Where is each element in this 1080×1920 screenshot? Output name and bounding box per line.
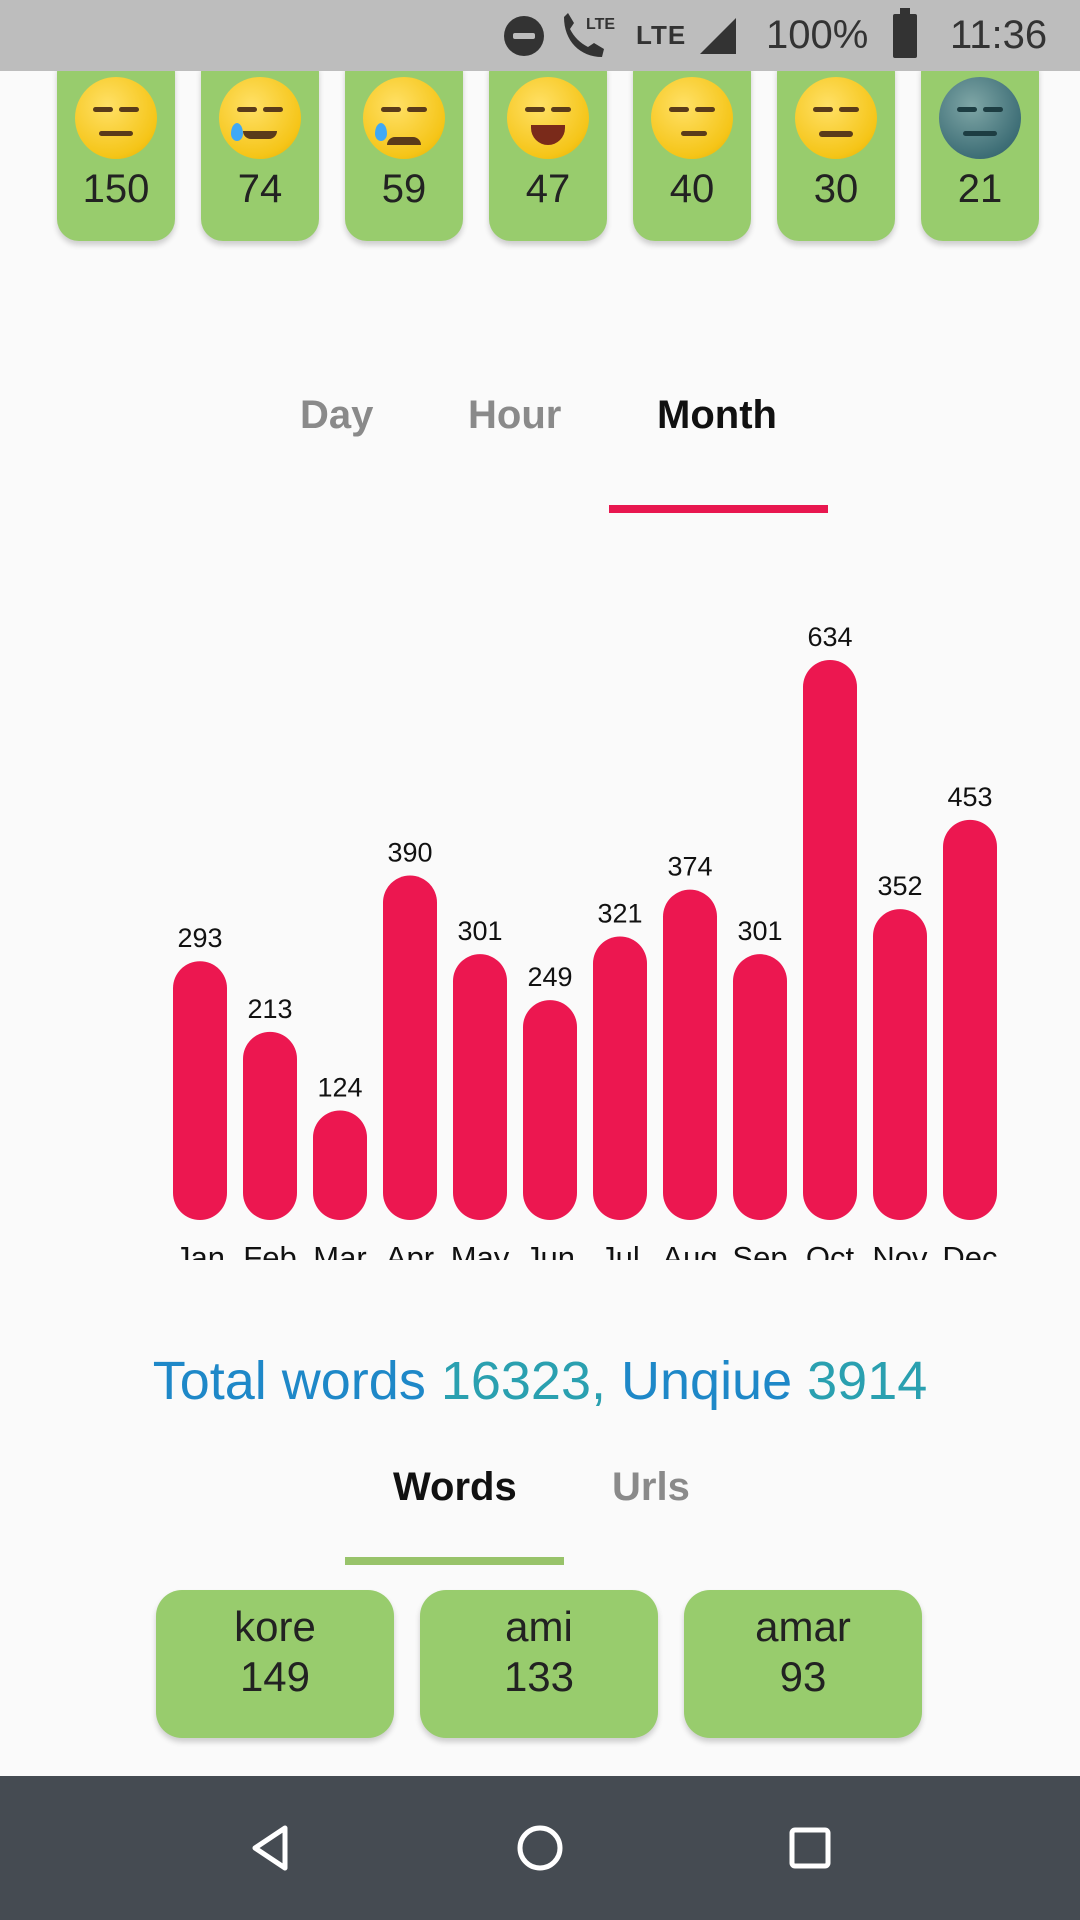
crying-face-icon [363,77,445,159]
tab-hour[interactable]: Hour [468,393,562,437]
bar-may [453,954,507,1220]
expressionless-face-icon [75,77,157,159]
word-count: 133 [503,1653,575,1700]
bar-mar [313,1110,367,1220]
emoji-count: 59 [381,167,427,211]
bar-value-label: 213 [247,994,292,1024]
status-bar: LTE LTE 100% 11:36 [0,0,1080,71]
tab-indicator [609,505,828,513]
x-tick-label: Jun [525,1240,575,1260]
do-not-disturb-icon [504,0,546,71]
x-tick-label: Sep [732,1240,787,1260]
bar-jul [593,936,647,1220]
x-tick-label: Mar [313,1240,366,1260]
bar-dec [943,819,997,1220]
x-tick-label: Nov [872,1240,928,1260]
emoji-card[interactable]: 150 [57,71,175,241]
bar-aug [663,889,717,1220]
bar-value-label: 124 [317,1072,362,1102]
word-text: ami [505,1603,573,1650]
emoji-count: 30 [813,167,859,211]
unamused-face-icon [651,77,733,159]
total-words-value: 16323, [440,1351,606,1411]
lte-call-label: LTE [586,16,615,33]
emoji-count: 21 [957,167,1003,211]
navigation-bar [0,1776,1080,1920]
totals-summary: Total words 16323, Unqiue 3914 [0,1350,1080,1412]
bar-value-label: 352 [877,871,922,901]
unique-words-label: Unqiue [606,1351,808,1411]
back-icon[interactable] [210,1776,330,1920]
new-moon-face-icon [939,77,1021,159]
emoji-stats-row[interactable]: 150 74 59 47 40 30 21 [0,71,1080,271]
bar-value-label: 374 [667,852,712,882]
bar-jun [523,1000,577,1220]
x-tick-label: May [451,1240,510,1260]
emoji-card[interactable]: 74 [201,71,319,241]
bar-value-label: 634 [807,622,852,652]
emoji-count: 150 [82,167,150,211]
word-text: kore [234,1603,316,1650]
woozy-face-icon [795,77,877,159]
bar-value-label: 453 [947,782,992,812]
emoji-card[interactable]: 40 [633,71,751,241]
tab-words[interactable]: Words [393,1465,517,1509]
emoji-count: 74 [237,167,283,211]
tab-day[interactable]: Day [300,393,374,437]
monthly-bar-chart: 293 Jan 213 Feb 124 Mar 390 Apr 301 May 249 Jun 321 J… [173,622,998,1260]
lte-label: LTE [636,20,687,50]
x-tick-label: Apr [386,1240,434,1260]
emoji-card[interactable]: 21 [921,71,1039,241]
emoji-count: 47 [525,167,571,211]
clock: 11:36 [950,13,1048,57]
home-icon[interactable] [480,1776,600,1920]
emoji-card[interactable]: 47 [489,71,607,241]
x-tick-label: Oct [806,1240,855,1260]
x-tick-label: Jul [600,1240,640,1260]
bar-nov [873,909,927,1220]
bar-jan [173,961,227,1220]
grinning-squinting-face-icon [507,77,589,159]
bar-value-label: 321 [597,898,642,928]
emoji-count: 40 [669,167,715,211]
battery-icon [893,0,917,71]
word-card[interactable]: kore 149 [156,1590,394,1738]
word-card[interactable]: ami 133 [420,1590,658,1738]
tab-urls[interactable]: Urls [612,1465,690,1509]
unique-words-value: 3914 [807,1351,928,1411]
bar-value-label: 301 [457,916,502,946]
bar-value-label: 249 [527,962,572,992]
bar-sep [733,954,787,1220]
signal-icon [698,0,738,71]
word-count: 93 [779,1653,827,1700]
bar-feb [243,1031,297,1220]
tab-indicator [345,1557,564,1565]
battery-percent: 100% [766,13,869,57]
total-words-label: Total words [152,1351,441,1411]
tab-month[interactable]: Month [657,393,777,437]
bar-value-label: 301 [737,916,782,946]
bar-value-label: 293 [177,923,222,953]
word-card[interactable]: amar 93 [684,1590,922,1738]
word-count: 149 [239,1653,311,1700]
bar-oct [803,660,857,1220]
x-tick-label: Jan [175,1240,225,1260]
bar-value-label: 390 [387,838,432,868]
emoji-card[interactable]: 30 [777,71,895,241]
x-tick-label: Feb [243,1240,296,1260]
x-tick-label: Dec [942,1240,997,1260]
emoji-card[interactable]: 59 [345,71,463,241]
smiling-face-with-tear-icon [219,77,301,159]
word-text: amar [755,1603,851,1650]
recents-icon[interactable] [750,1776,870,1920]
bar-apr [383,875,437,1220]
volte-call-icon: LTE [558,0,616,71]
x-tick-label: Aug [662,1240,717,1260]
